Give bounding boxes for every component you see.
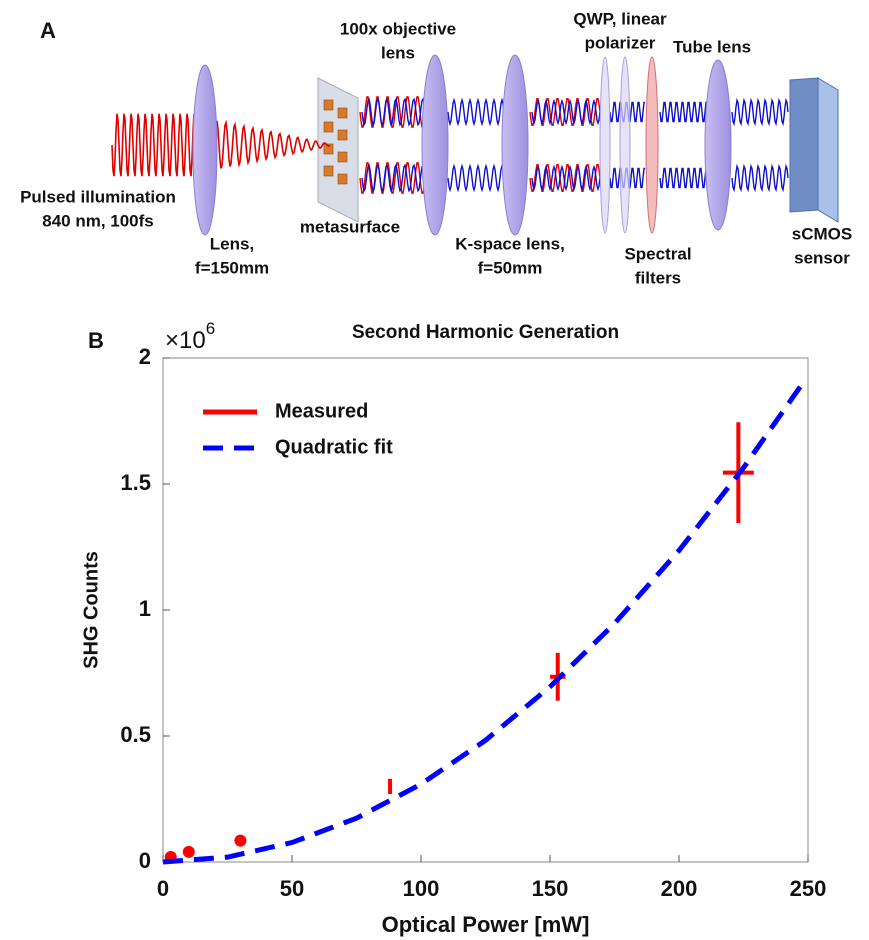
diagram-label: QWP, linear bbox=[573, 9, 667, 28]
beam bbox=[659, 101, 710, 123]
sensor-face bbox=[789, 77, 819, 213]
objective-lens bbox=[421, 54, 449, 236]
data-point bbox=[182, 845, 195, 858]
beam bbox=[659, 167, 710, 189]
x-tick-label: 150 bbox=[532, 876, 569, 901]
diagram-label: metasurface bbox=[300, 217, 400, 236]
diagram-label: filters bbox=[635, 268, 681, 287]
y-axis-label: SHG Counts bbox=[80, 551, 102, 669]
diagram-label: 840 nm, 100fs bbox=[42, 211, 154, 230]
y-tick-label: 1.5 bbox=[120, 470, 151, 495]
beam bbox=[531, 98, 601, 126]
x-tick-label: 200 bbox=[661, 876, 698, 901]
k-space-lens bbox=[501, 54, 529, 236]
metasurface-plate bbox=[317, 77, 359, 223]
diagram-label: Spectral bbox=[624, 244, 691, 263]
legend-label: Measured bbox=[275, 400, 368, 422]
metasurface-pillars bbox=[323, 99, 348, 185]
lens bbox=[192, 64, 218, 236]
diagram-label: f=150mm bbox=[195, 258, 269, 277]
chart: B Second Harmonic Generation 0 50 100 150 200 2… bbox=[80, 319, 826, 936]
optics bbox=[192, 54, 732, 236]
plot-frame bbox=[162, 357, 809, 863]
beam bbox=[209, 119, 331, 171]
diagram-label: Lens, bbox=[210, 234, 254, 253]
beam bbox=[447, 163, 506, 193]
beam bbox=[531, 164, 601, 192]
beam bbox=[359, 162, 426, 194]
y-tick-label: 2 bbox=[139, 344, 151, 369]
y-tick-label: 0.5 bbox=[120, 722, 151, 747]
diagram-label: Pulsed illumination bbox=[20, 187, 176, 206]
beam bbox=[731, 163, 789, 193]
diagram-label: f=50mm bbox=[478, 258, 543, 277]
legend-label: Quadratic fit bbox=[275, 436, 393, 458]
x-tick-label: 50 bbox=[280, 876, 304, 901]
diagram-label: sensor bbox=[794, 248, 850, 267]
beam bbox=[361, 97, 426, 127]
sensor-side bbox=[817, 77, 839, 223]
y-multiplier-exponent: 6 bbox=[206, 319, 215, 338]
panel-label: B bbox=[88, 328, 104, 353]
diagram-label: polarizer bbox=[585, 33, 656, 52]
qwp bbox=[599, 56, 611, 234]
diagram-label: 100x objective bbox=[340, 19, 456, 38]
setup-diagram: A Pulsed illumination 840 nm, 100fs Lens, f… bbox=[20, 9, 852, 287]
beam bbox=[731, 97, 789, 127]
beam bbox=[361, 163, 426, 193]
beam bbox=[447, 97, 506, 127]
spectral-filter bbox=[645, 56, 659, 234]
x-tick-label: 250 bbox=[790, 876, 827, 901]
diagram-label: sCMOS bbox=[792, 224, 852, 243]
x-tick-label: 0 bbox=[157, 876, 169, 901]
polarizer bbox=[619, 56, 631, 234]
data-point bbox=[234, 834, 247, 847]
beam bbox=[359, 96, 426, 128]
x-tick-label: 100 bbox=[403, 876, 440, 901]
panel-label: A bbox=[40, 18, 56, 43]
diagram-label: K-space lens, bbox=[455, 234, 565, 253]
beams bbox=[111, 96, 789, 194]
diagram-label: Tube lens bbox=[673, 37, 751, 56]
x-axis-label: Optical Power [mW] bbox=[382, 912, 590, 937]
chart-title: Second Harmonic Generation bbox=[352, 322, 619, 343]
y-multiplier: ×106 bbox=[165, 319, 215, 354]
y-multiplier-base: ×10 bbox=[165, 327, 206, 354]
y-tick-label: 1 bbox=[139, 596, 151, 621]
diagram-label: lens bbox=[381, 43, 415, 62]
tube-lens bbox=[704, 59, 732, 231]
fit-line bbox=[162, 381, 805, 865]
beam bbox=[111, 113, 201, 177]
y-tick-label: 0 bbox=[139, 848, 151, 873]
